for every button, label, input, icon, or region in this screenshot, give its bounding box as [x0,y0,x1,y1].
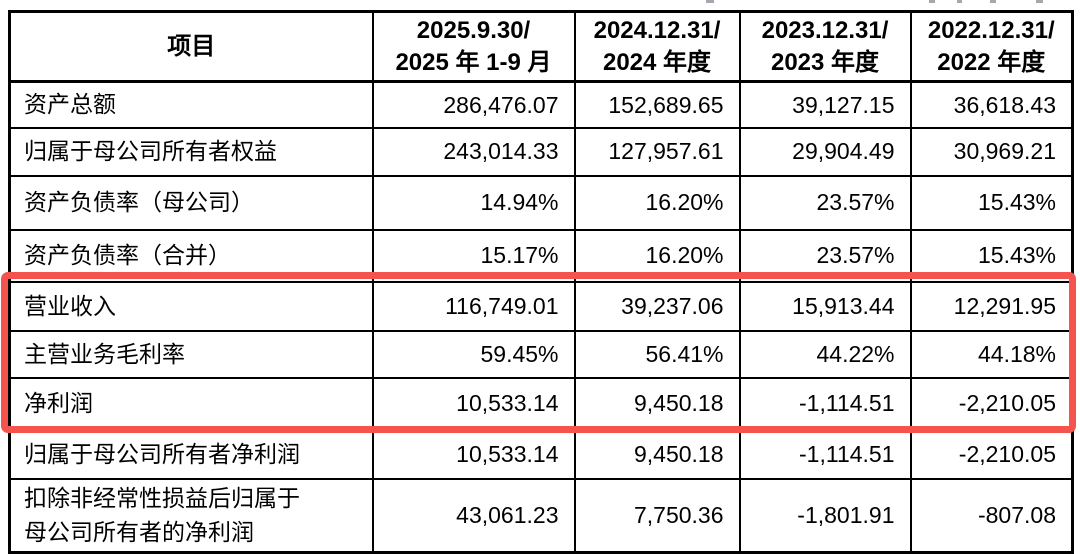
row-label-cell: 资产负债率（合并） [8,228,374,283]
value-cell: 29,904.49 [738,126,912,177]
value-cell: 243,014.33 [371,126,576,177]
table-row-parent-net-profit: 归属于母公司所有者净利润 10,533.14 9,450.18 -1,114.5… [8,428,1074,480]
row-label-line2: 母公司所有者的净利润 [24,518,254,545]
value-cell: 10,533.14 [371,376,576,431]
value-cell: -1,801.91 [738,477,912,554]
value-cell: 9,450.18 [573,428,741,480]
row-label-cell: 净利润 [8,376,374,431]
header-row: 项目 2025.9.30/ 2025 年 1-9 月 2024.12.31/ 2… [8,10,1074,84]
table-row-gross-margin: 主营业务毛利率 59.45% 56.41% 44.22% 44.18% [8,329,1074,379]
value-cell: 15.43% [909,228,1074,283]
value-cell: -2,210.05 [909,428,1074,480]
cropped-text-artifact [957,0,962,3]
value-cell: 23.57% [738,228,912,283]
value-cell: 39,237.06 [573,280,741,332]
header-label: 项目 [167,32,216,60]
financial-summary-table: 项目 2025.9.30/ 2025 年 1-9 月 2024.12.31/ 2… [8,10,1074,554]
value-cell: -2,210.05 [909,376,1074,431]
row-label-cell: 资产负债率（母公司） [8,174,374,231]
value-cell: 9,450.18 [573,376,741,431]
value-cell: 15,913.44 [738,280,912,332]
table-row-debt-ratio-consolidated: 资产负债率（合并） 15.17% 16.20% 23.57% 15.43% [8,228,1074,283]
value-cell: 39,127.15 [738,80,912,129]
value-cell: 15.17% [371,228,576,283]
value-cell: 15.43% [909,174,1074,231]
value-cell: 36,618.43 [909,80,1074,129]
table-row-debt-ratio-parent: 资产负债率（母公司） 14.94% 16.20% 23.57% 15.43% [8,174,1074,231]
header-period: 2024 年度 [602,48,712,76]
table-row-parent-equity: 归属于母公司所有者权益 243,014.33 127,957.61 29,904… [8,126,1074,177]
column-header-2025: 2025.9.30/ 2025 年 1-9 月 [371,10,576,84]
value-cell: 56.41% [573,329,741,379]
value-cell: 127,957.61 [573,126,741,177]
value-cell: 116,749.01 [371,280,576,332]
value-cell: 7,750.36 [573,477,741,554]
value-cell: 59.45% [371,329,576,379]
column-header-2022: 2022.12.31/ 2022 年度 [909,10,1074,84]
cropped-text-artifact [990,0,996,3]
cropped-text-artifact [929,0,935,3]
value-cell: 14.94% [371,174,576,231]
header-period: 2023 年度 [770,48,880,76]
header-date: 2022.12.31/ [927,17,1055,44]
value-cell: -1,114.51 [738,376,912,431]
value-cell: -807.08 [909,477,1074,554]
row-label-cell: 扣除非经常性损益后归属于 母公司所有者的净利润 [8,477,374,554]
column-header-2024: 2024.12.31/ 2024 年度 [573,10,741,84]
table-row-operating-revenue: 营业收入 116,749.01 39,237.06 15,913.44 12,2… [8,280,1074,332]
value-cell: 30,969.21 [909,126,1074,177]
table-row-total-assets: 资产总额 286,476.07 152,689.65 39,127.15 36,… [8,80,1074,129]
value-cell: 152,689.65 [573,80,741,129]
value-cell: 16.20% [573,228,741,283]
cropped-text-artifact [706,0,714,3]
header-date: 2025.9.30/ [416,17,531,44]
header-date: 2024.12.31/ [593,17,721,44]
row-label-cell: 归属于母公司所有者净利润 [8,428,374,480]
row-label-line1: 扣除非经常性损益后归属于 [24,485,300,512]
column-header-item: 项目 [8,10,374,84]
row-label-cell: 营业收入 [8,280,374,332]
value-cell: 44.22% [738,329,912,379]
row-label-cell: 归属于母公司所有者权益 [8,126,374,177]
row-label-cell: 资产总额 [8,80,374,129]
value-cell: 23.57% [738,174,912,231]
header-period: 2025 年 1-9 月 [395,48,552,76]
column-header-2023: 2023.12.31/ 2023 年度 [738,10,912,84]
value-cell: 16.20% [573,174,741,231]
table-row-net-profit: 净利润 10,533.14 9,450.18 -1,114.51 -2,210.… [8,376,1074,431]
value-cell: 44.18% [909,329,1074,379]
row-label-cell: 主营业务毛利率 [8,329,374,379]
header-period: 2022 年度 [937,48,1046,76]
value-cell: 286,476.07 [371,80,576,129]
value-cell: 12,291.95 [909,280,1074,332]
cropped-text-artifact [1036,0,1043,3]
value-cell: 43,061.23 [371,477,576,554]
value-cell: 10,533.14 [371,428,576,480]
table-row-adjusted-net-profit: 扣除非经常性损益后归属于 母公司所有者的净利润 43,061.23 7,750.… [8,477,1074,554]
value-cell: -1,114.51 [738,428,912,480]
header-date: 2023.12.31/ [761,17,889,44]
